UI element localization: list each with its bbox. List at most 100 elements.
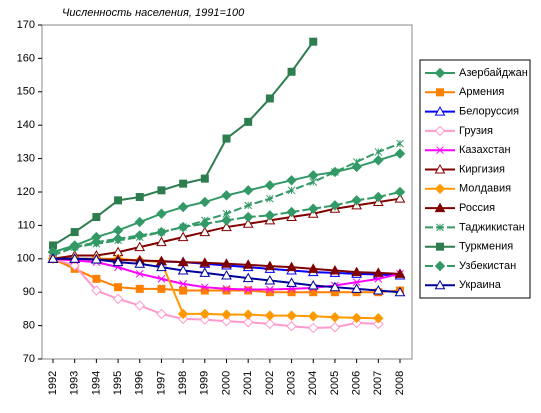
data-point	[242, 218, 254, 228]
legend-marker	[434, 183, 446, 195]
data-point	[199, 196, 211, 208]
data-point	[242, 259, 254, 269]
data-point	[394, 193, 406, 203]
data-point	[329, 312, 341, 323]
data-point	[156, 208, 167, 219]
legend-label: Армения	[459, 86, 504, 98]
legend-marker	[434, 260, 446, 272]
data-point	[374, 148, 383, 156]
legend-marker	[434, 106, 446, 116]
data-point	[331, 168, 339, 176]
data-point	[307, 263, 319, 273]
data-point	[264, 180, 276, 191]
data-point	[134, 300, 145, 311]
data-point	[264, 274, 276, 285]
legend-marker	[434, 279, 446, 290]
data-point	[266, 285, 274, 294]
data-point	[286, 261, 297, 272]
data-point	[394, 286, 406, 297]
y-tick-label: 170	[17, 19, 35, 31]
data-point	[396, 139, 404, 148]
x-tick-label: 2001	[242, 371, 254, 395]
data-point	[394, 268, 406, 278]
data-point	[307, 280, 319, 290]
data-point	[286, 310, 297, 321]
x-tick-label: 2000	[220, 371, 232, 395]
data-point	[112, 256, 124, 267]
data-point	[244, 286, 253, 295]
legend-label: Киргизия	[459, 163, 505, 175]
y-tick-label: 110	[17, 219, 35, 231]
data-point	[179, 279, 187, 288]
data-point	[91, 236, 102, 248]
data-point	[287, 67, 296, 76]
y-tick-label: 90	[23, 286, 35, 298]
data-point	[286, 175, 297, 186]
y-tick-label: 130	[17, 153, 35, 165]
data-point	[134, 258, 146, 268]
data-point	[156, 261, 167, 272]
data-point	[199, 314, 211, 325]
data-point	[91, 253, 102, 264]
data-point	[134, 230, 145, 241]
data-point	[177, 308, 189, 320]
data-point	[286, 321, 297, 332]
data-point	[244, 285, 253, 294]
data-point	[114, 283, 123, 292]
data-point	[242, 211, 254, 223]
x-tick-label: 1997	[155, 371, 167, 395]
data-point	[372, 285, 384, 295]
data-point	[199, 218, 211, 229]
data-point	[199, 257, 211, 267]
data-point	[222, 134, 231, 143]
data-point	[69, 241, 80, 253]
data-point	[91, 285, 102, 296]
data-point	[394, 148, 406, 159]
x-tick-label: 2003	[285, 371, 297, 395]
data-point	[114, 196, 123, 205]
data-point	[309, 178, 318, 186]
data-point	[351, 283, 362, 293]
data-point	[179, 286, 188, 295]
legend-marker	[436, 242, 444, 251]
data-point	[135, 284, 144, 293]
data-point	[373, 318, 384, 330]
data-point	[200, 283, 209, 292]
x-tick-label: 2008	[394, 371, 406, 395]
data-point	[199, 308, 211, 320]
data-point	[286, 277, 297, 287]
data-point	[352, 278, 361, 287]
legend-marker	[434, 67, 446, 79]
data-point	[373, 191, 384, 203]
data-point	[177, 221, 189, 233]
legend-label: Молдавия	[459, 183, 511, 195]
data-point	[329, 281, 341, 292]
data-point	[309, 37, 318, 46]
data-point	[221, 258, 232, 268]
x-tick-label: 1994	[90, 371, 102, 395]
data-point	[287, 186, 296, 195]
x-tick-label: 1992	[47, 371, 59, 395]
data-point	[135, 193, 144, 202]
data-point	[134, 241, 146, 252]
legend-label: Белоруссия	[459, 106, 519, 118]
y-tick-label: 140	[17, 119, 35, 131]
data-point	[329, 264, 341, 275]
data-point	[373, 313, 384, 324]
data-point	[221, 190, 232, 201]
data-point	[394, 186, 406, 198]
data-point	[329, 200, 341, 211]
legend-label: Россия	[459, 202, 495, 214]
legend-marker	[434, 163, 446, 174]
legend-marker	[434, 125, 446, 137]
data-point	[157, 274, 166, 283]
data-point	[352, 158, 361, 166]
y-tick-label: 150	[17, 86, 35, 98]
legend-label: Таджикистан	[459, 221, 525, 233]
y-tick-label: 80	[23, 320, 35, 332]
legend-marker	[436, 88, 444, 97]
data-point	[242, 272, 254, 283]
data-point	[221, 215, 232, 226]
data-point	[286, 206, 297, 218]
